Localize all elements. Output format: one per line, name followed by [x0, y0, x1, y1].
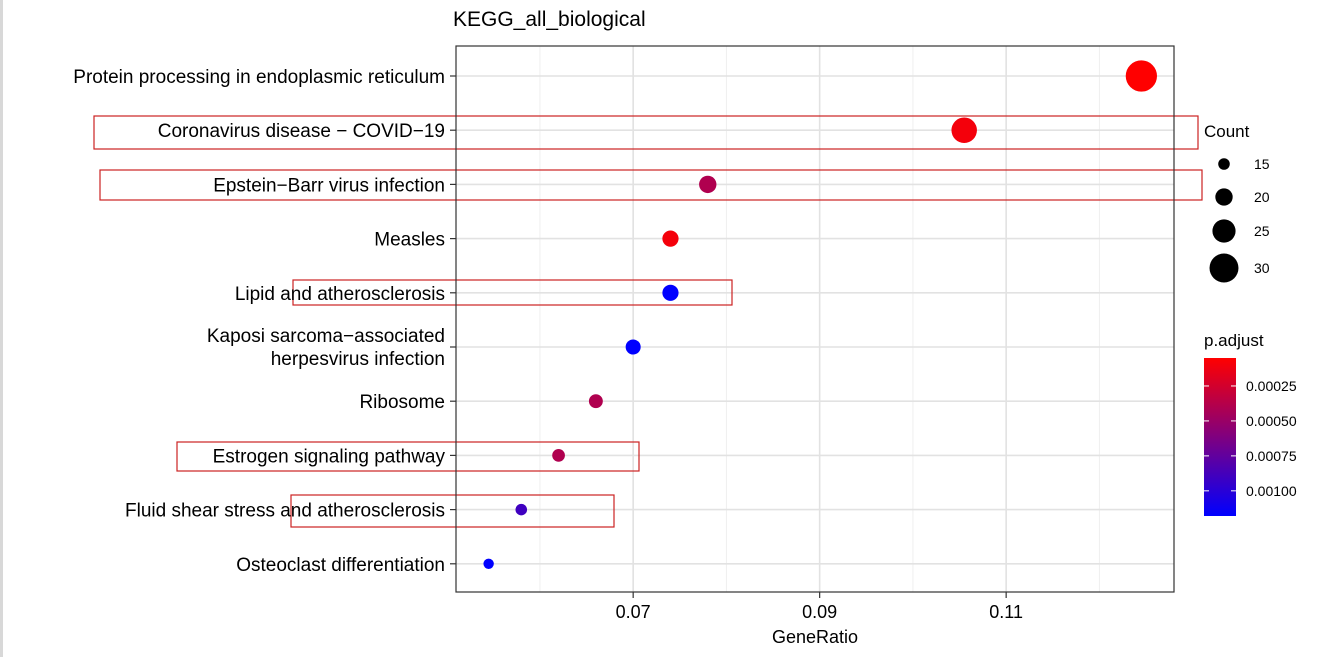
x-tick-label: 0.11 [989, 602, 1023, 622]
padjust-tick-label: 0.00100 [1246, 483, 1297, 499]
y-tick-label: Measles [374, 230, 445, 251]
data-point [1125, 60, 1158, 92]
count-legend: Count 15 20 25 30 [1204, 122, 1270, 283]
count-legend-key [1218, 158, 1230, 170]
plot-panel [456, 46, 1174, 592]
y-tick-label: Lipid and atherosclerosis [235, 284, 445, 305]
data-point [699, 175, 717, 194]
highlight-box [99, 169, 1203, 201]
count-legend-label: 30 [1254, 260, 1270, 276]
highlight-boxes [93, 115, 1203, 528]
padjust-legend: p.adjust 0.00025 0.00050 0.00075 0.00100 [1204, 331, 1297, 516]
highlight-box [93, 115, 1199, 150]
highlight-box [176, 441, 640, 472]
padjust-tick-label: 0.00075 [1246, 448, 1297, 464]
data-point [515, 503, 528, 516]
y-tick-label: Coronavirus disease − COVID−19 [158, 121, 445, 142]
data-point [662, 230, 679, 247]
x-tick-label: 0.09 [802, 602, 837, 622]
y-tick-label: Ribosome [359, 392, 445, 413]
padjust-tick-label: 0.00025 [1246, 378, 1297, 394]
data-point [625, 339, 641, 355]
count-legend-key [1215, 188, 1233, 206]
data-point [552, 449, 565, 462]
padjust-colorbar [1204, 358, 1236, 516]
y-axis-labels: Protein processing in endoplasmic reticu… [73, 67, 456, 576]
data-point [662, 284, 679, 301]
plot-border [455, 45, 1175, 593]
padjust-tick-label: 0.00050 [1246, 413, 1297, 429]
x-tick-label: 0.07 [616, 602, 651, 622]
count-legend-title: Count [1204, 122, 1250, 141]
padjust-legend-ticks: 0.00025 0.00050 0.00075 0.00100 [1204, 378, 1297, 499]
y-tick-label: Protein processing in endoplasmic reticu… [73, 67, 445, 88]
count-legend-label: 20 [1254, 189, 1270, 205]
count-legend-label: 25 [1254, 223, 1270, 239]
y-tick-label: Kaposi sarcoma−associated herpesvirus inf… [207, 326, 445, 370]
highlight-box [292, 279, 733, 306]
count-legend-keys: 15 20 25 30 [1209, 156, 1270, 283]
chart-title: KEGG_all_biological [453, 8, 646, 31]
x-axis-title: GeneRatio [772, 627, 858, 647]
highlight-box [290, 494, 615, 528]
data-point [483, 558, 494, 569]
y-tick-label: Epstein−Barr virus infection [213, 175, 445, 196]
data-point [951, 117, 977, 143]
dot-plot: KEGG_all_biological Protein processing i… [73, 8, 1297, 647]
x-axis: 0.07 0.09 0.11 [616, 592, 1023, 622]
y-tick-label: Osteoclast differentiation [236, 555, 445, 576]
data-points [483, 60, 1158, 569]
padjust-legend-title: p.adjust [1204, 331, 1264, 350]
data-point [588, 394, 603, 409]
y-tick-label: Fluid shear stress and atherosclerosis [125, 501, 445, 522]
count-legend-key [1209, 253, 1239, 283]
count-legend-key [1212, 219, 1236, 243]
y-tick-label: Estrogen signaling pathway [213, 446, 446, 467]
grid-lines [456, 46, 1174, 592]
count-legend-label: 15 [1254, 156, 1270, 172]
